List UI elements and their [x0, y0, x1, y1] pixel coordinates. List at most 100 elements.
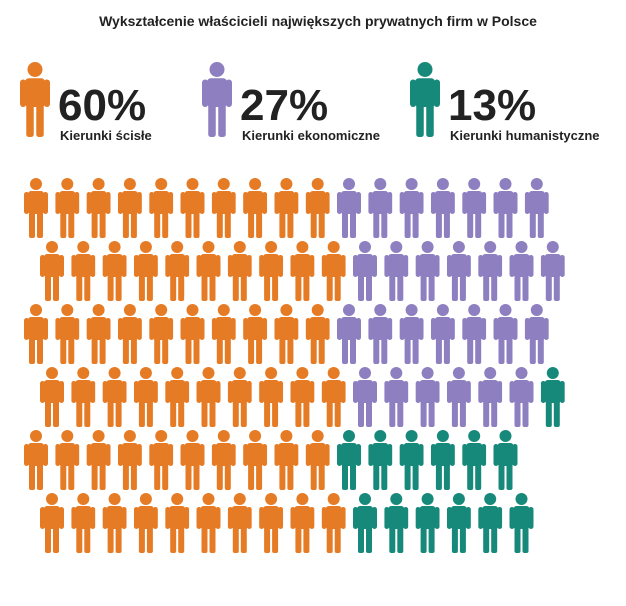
person-icon	[71, 493, 96, 553]
chart-title: Wykształcenie właścicieli największych p…	[99, 13, 537, 29]
person-icon	[337, 304, 361, 364]
person-icon	[24, 430, 48, 490]
person-icon	[462, 178, 487, 238]
person-icon	[524, 178, 549, 238]
person-icon	[227, 493, 252, 553]
person-icon	[40, 493, 64, 553]
person-icon	[274, 430, 299, 490]
person-icon	[368, 304, 393, 364]
person-icon	[243, 304, 268, 364]
person-icon	[446, 493, 471, 553]
person-icon	[55, 178, 80, 238]
person-icon	[337, 430, 361, 490]
person-icon	[274, 178, 299, 238]
person-icon	[117, 178, 142, 238]
person-icon	[211, 178, 236, 238]
person-icon	[180, 430, 205, 490]
person-icon	[133, 241, 158, 301]
person-icon	[165, 241, 190, 301]
person-icon	[399, 304, 424, 364]
person-icon	[321, 493, 346, 553]
person-icon	[384, 241, 409, 301]
person-icon	[415, 241, 440, 301]
person-icon	[102, 367, 127, 427]
person-icon	[353, 367, 377, 427]
person-icon	[259, 241, 284, 301]
person-icon	[509, 493, 534, 553]
person-icon	[55, 304, 80, 364]
person-icon	[430, 178, 455, 238]
person-icon	[259, 493, 284, 553]
person-icon	[165, 493, 190, 553]
person-icon	[71, 241, 96, 301]
person-icon	[415, 493, 440, 553]
person-icon	[384, 493, 409, 553]
person-icon	[368, 430, 393, 490]
person-icon	[117, 304, 142, 364]
person-icon	[117, 430, 142, 490]
person-icon	[149, 430, 174, 490]
person-icon	[290, 241, 315, 301]
legend-icon	[202, 62, 232, 137]
person-icon	[305, 304, 330, 364]
person-icon	[55, 430, 80, 490]
person-icon	[102, 241, 127, 301]
person-icon	[71, 367, 96, 427]
person-icon	[368, 178, 393, 238]
legend-label: Kierunki ścisłe	[60, 128, 152, 143]
person-icon	[196, 367, 221, 427]
person-icon	[180, 304, 205, 364]
person-icon	[227, 367, 252, 427]
person-icon	[211, 430, 236, 490]
person-icon	[133, 367, 158, 427]
person-icon	[478, 493, 503, 553]
person-icon	[321, 241, 346, 301]
person-icon	[290, 367, 315, 427]
person-icon	[86, 430, 111, 490]
person-icon	[478, 241, 503, 301]
person-icon	[493, 178, 518, 238]
person-icon	[305, 178, 330, 238]
person-icon	[211, 304, 236, 364]
legend-label: Kierunki humanistyczne	[450, 128, 600, 143]
person-icon	[24, 178, 48, 238]
person-icon	[40, 241, 64, 301]
value-label: 27%	[240, 81, 328, 130]
person-icon	[462, 430, 487, 490]
person-icon	[196, 493, 221, 553]
person-icon	[321, 367, 346, 427]
person-icon	[384, 367, 409, 427]
person-icon	[509, 241, 534, 301]
person-icon	[337, 178, 361, 238]
person-icon	[86, 304, 111, 364]
person-icon	[227, 241, 252, 301]
person-icon	[24, 304, 48, 364]
person-icon	[493, 430, 518, 490]
person-icon	[86, 178, 111, 238]
person-icon	[290, 493, 315, 553]
person-icon	[305, 430, 330, 490]
person-icon	[478, 367, 503, 427]
person-icon	[102, 493, 127, 553]
person-icon	[165, 367, 190, 427]
person-icon	[540, 367, 565, 427]
person-icon	[40, 367, 64, 427]
person-icon	[430, 430, 455, 490]
person-icon	[430, 304, 455, 364]
person-icon	[493, 304, 518, 364]
legend-icon	[410, 62, 440, 137]
person-icon	[509, 367, 534, 427]
person-icon	[399, 430, 424, 490]
person-icon	[196, 241, 221, 301]
legend-icon	[20, 62, 50, 137]
person-icon	[415, 367, 440, 427]
person-icon	[149, 304, 174, 364]
person-icon	[446, 241, 471, 301]
person-icon	[353, 493, 377, 553]
value-label: 13%	[448, 81, 536, 130]
person-icon	[274, 304, 299, 364]
person-icon	[353, 241, 377, 301]
person-icon	[399, 178, 424, 238]
person-icon	[243, 430, 268, 490]
